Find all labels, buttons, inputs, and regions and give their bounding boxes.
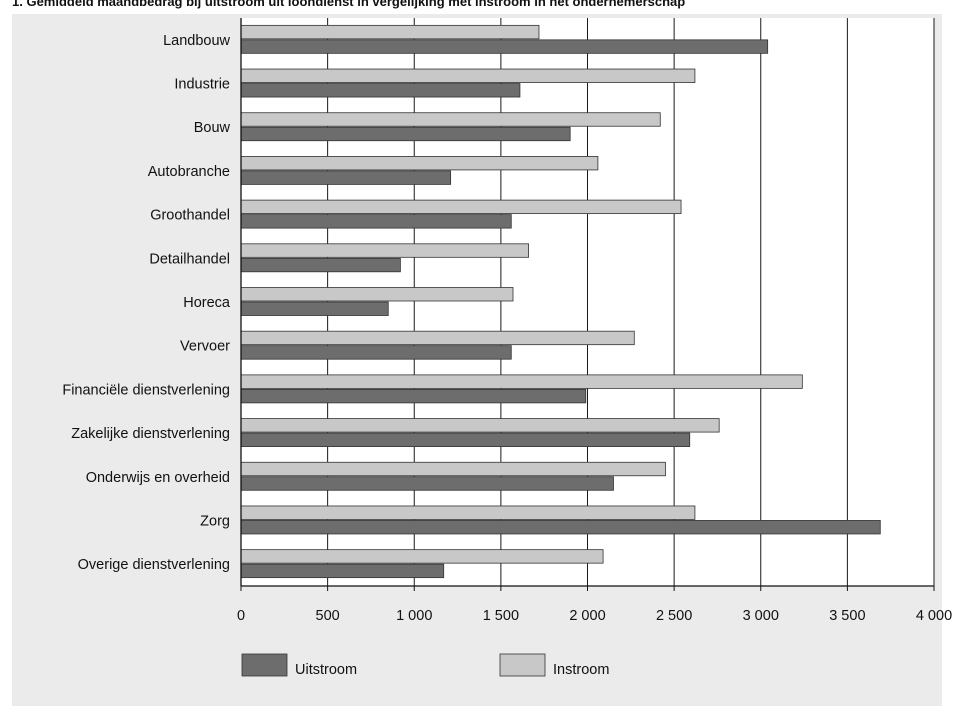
axes	[240, 18, 935, 591]
category-label: Overige dienstverlening	[78, 557, 230, 573]
bar-uitstroom	[240, 476, 614, 491]
bar-uitstroom	[240, 345, 512, 360]
category-label: Landbouw	[163, 33, 230, 49]
category-label: Industrie	[174, 77, 230, 93]
x-tick-label: 1 500	[483, 608, 519, 624]
legend: Uitstroom Instroom	[241, 653, 609, 678]
bars	[240, 24, 881, 579]
category-label: Detailhandel	[149, 251, 230, 267]
bar-instroom	[240, 287, 514, 302]
x-tick-label: 2 500	[656, 608, 692, 624]
category-label: Financiële dienstverlening	[62, 382, 230, 398]
bar-instroom	[240, 243, 529, 258]
x-tick-label: 2 000	[569, 608, 605, 624]
bar-instroom	[240, 199, 682, 215]
x-tick-label: 1 000	[396, 608, 432, 624]
legend-label-instroom: Instroom	[553, 662, 609, 678]
bar-instroom	[240, 418, 720, 433]
category-label: Zakelijke dienstverlening	[71, 426, 230, 442]
category-label: Bouw	[194, 120, 231, 136]
bar-instroom	[240, 505, 696, 520]
category-label: Groothandel	[150, 208, 230, 224]
tick-labels: 0 500 1 000 1 500 2 000 2 500 3 000 3 500 4 000	[237, 608, 952, 624]
bar-instroom	[240, 461, 666, 477]
chart-title: 1. Gemiddeld maandbedrag bij uitstroom u…	[12, 0, 686, 9]
bar-instroom	[240, 24, 540, 40]
bar-uitstroom	[240, 214, 512, 229]
bar-instroom	[240, 156, 599, 171]
bar-uitstroom	[240, 432, 691, 447]
bar-uitstroom	[240, 257, 401, 273]
x-tick-label: 0	[237, 608, 245, 624]
category-label: Zorg	[200, 513, 230, 529]
bar-instroom	[240, 330, 635, 346]
bar-uitstroom	[240, 83, 521, 98]
bar-uitstroom	[240, 301, 389, 316]
bar-uitstroom	[240, 520, 881, 535]
bar-uitstroom	[240, 563, 445, 579]
bar-instroom	[240, 68, 696, 83]
x-tick-label: 3 500	[829, 608, 865, 624]
category-label: Onderwijs en overheid	[86, 470, 230, 486]
x-tick-label: 3 000	[743, 608, 779, 624]
category-label: Horeca	[183, 295, 231, 311]
bar-instroom	[240, 549, 604, 564]
category-label: Vervoer	[180, 339, 230, 355]
bar-instroom	[240, 374, 803, 389]
category-labels: Landbouw Industrie Bouw Autobranche Groothan…	[62, 33, 231, 573]
legend-swatch-uitstroom	[241, 653, 288, 677]
x-tick-label: 500	[316, 608, 340, 624]
bar-uitstroom	[240, 170, 452, 185]
bar-uitstroom	[240, 39, 769, 54]
bar-instroom	[240, 112, 661, 127]
x-tick-label: 4 000	[916, 608, 952, 624]
legend-swatch-instroom	[499, 653, 546, 677]
bar-uitstroom	[240, 126, 571, 142]
bar-uitstroom	[240, 388, 587, 404]
legend-label-uitstroom: Uitstroom	[295, 662, 357, 678]
category-label: Autobranche	[148, 164, 230, 180]
